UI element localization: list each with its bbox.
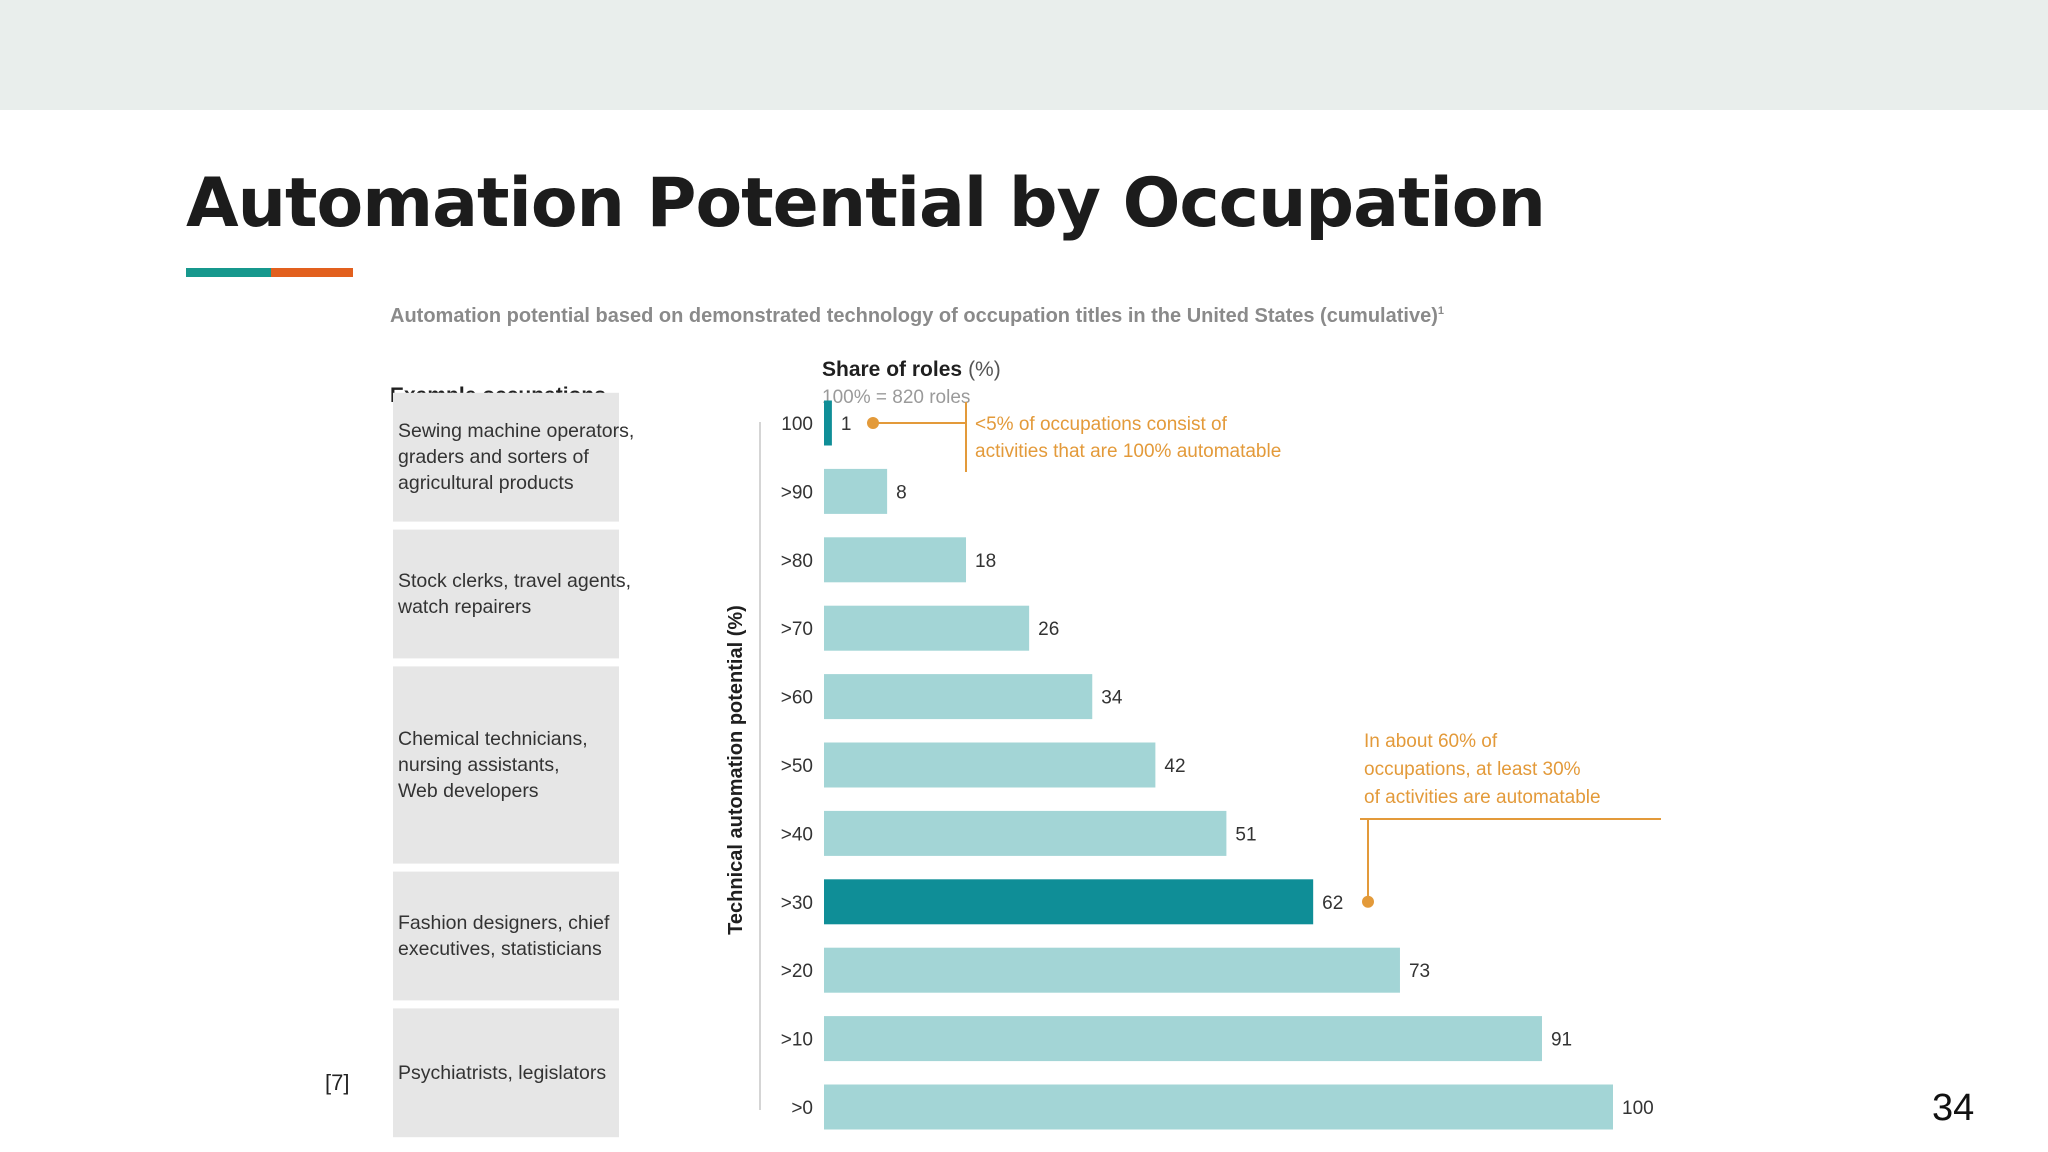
bar: [824, 742, 1156, 788]
value-label: 91: [1551, 1030, 1572, 1051]
category-label: >0: [791, 1098, 813, 1119]
reference-marker: [7]: [325, 1070, 350, 1095]
value-label: 34: [1101, 688, 1123, 709]
bar: [824, 1016, 1542, 1062]
occupation-label: Chemical technicians, nursing assistants,…: [398, 728, 588, 802]
category-label: >20: [781, 961, 813, 982]
category-label: >80: [781, 551, 813, 572]
bar: [824, 947, 1400, 993]
annotation-text: <5% of occupations consist of activities …: [975, 414, 1281, 462]
value-label: 100: [1622, 1098, 1654, 1119]
occupation-box: [393, 392, 619, 522]
page-number: 34: [1932, 1087, 1975, 1129]
chart-title: Automation potential based on demonstrat…: [390, 305, 1444, 327]
occupation-label: Stock clerks, travel agents, watch repair…: [397, 570, 631, 618]
occupation-label: Fashion designers, chief executives, stat…: [398, 912, 610, 960]
occupation-box: [393, 1008, 619, 1138]
category-label: >30: [781, 893, 813, 914]
value-label: 18: [975, 551, 996, 572]
bar: [824, 400, 832, 446]
category-label: >10: [781, 1030, 813, 1051]
bar: [824, 468, 888, 514]
annotation-text: In about 60% of occupations, at least 30%…: [1364, 731, 1601, 808]
automation-chart: Automation potential based on demonstrat…: [390, 305, 1661, 1138]
occupation-box: [393, 666, 619, 864]
value-label: 8: [896, 482, 907, 503]
y-axis-label: Technical automation potential (%): [725, 605, 747, 935]
category-label: >50: [781, 756, 813, 777]
x-axis-label: Share of roles (%): [822, 358, 1001, 381]
value-label: 26: [1038, 619, 1059, 640]
x-axis-note: 100% = 820 roles: [822, 387, 970, 408]
title-accent-teal: [186, 268, 271, 277]
occupation-box: [393, 871, 619, 1001]
title-accent-orange: [271, 268, 353, 277]
value-label: 62: [1322, 893, 1343, 914]
category-label: >70: [781, 619, 813, 640]
value-label: 1: [841, 414, 852, 435]
occupation-box: [393, 529, 619, 659]
bar: [824, 810, 1227, 856]
value-label: 51: [1235, 824, 1256, 845]
occupation-label: Sewing machine operators, graders and sor…: [398, 420, 634, 494]
annotation-dot: [1362, 895, 1374, 908]
category-label: >90: [781, 482, 813, 503]
bar: [824, 605, 1030, 651]
value-label: 42: [1164, 756, 1185, 777]
value-label: 73: [1409, 961, 1430, 982]
slide-title: Automation Potential by Occupation: [186, 164, 1546, 243]
bar: [824, 537, 967, 583]
bar: [824, 879, 1314, 925]
bar: [824, 1084, 1613, 1130]
category-label: >40: [781, 824, 813, 845]
category-label: 100: [781, 414, 813, 435]
top-band: [0, 0, 2048, 110]
bar: [824, 674, 1093, 720]
occupation-label: Psychiatrists, legislators: [398, 1062, 606, 1084]
category-label: >60: [781, 688, 813, 709]
